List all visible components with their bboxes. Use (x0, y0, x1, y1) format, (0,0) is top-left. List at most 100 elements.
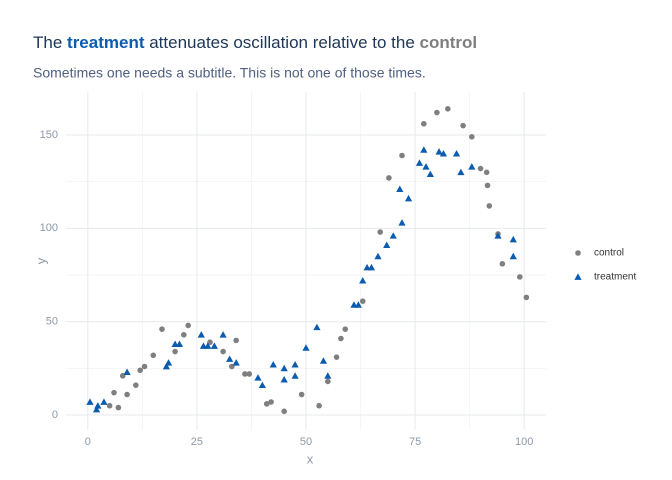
point (509, 235, 517, 243)
point (263, 401, 270, 407)
point (219, 331, 227, 338)
point (359, 298, 366, 304)
point (477, 165, 484, 172)
point (354, 301, 362, 308)
title-part: attenuates oscillation relative to the (145, 33, 420, 52)
point (319, 357, 328, 364)
point (100, 398, 108, 405)
point (445, 106, 451, 112)
point (111, 389, 117, 396)
grid (66, 92, 546, 430)
y-axis-label: y (33, 257, 48, 264)
point (280, 364, 288, 372)
point (457, 168, 465, 176)
point (486, 203, 493, 209)
point (164, 359, 173, 366)
point (172, 348, 178, 355)
point (338, 335, 344, 342)
point (499, 261, 506, 267)
point (313, 323, 321, 331)
chart-title: The treatment attenuates oscillation rel… (33, 33, 477, 52)
point (483, 169, 490, 176)
title-part: treatment (67, 33, 145, 52)
point (220, 348, 226, 355)
point (452, 150, 461, 157)
point (422, 163, 430, 170)
point (494, 232, 502, 239)
x-tick-label: 25 (191, 436, 203, 448)
point (374, 252, 382, 260)
x-tick-label: 100 (515, 436, 533, 448)
point (124, 391, 130, 398)
legend-symbol (574, 273, 582, 280)
point (226, 355, 234, 362)
point (133, 382, 139, 388)
point (291, 372, 299, 379)
point (439, 150, 448, 157)
point (325, 378, 331, 385)
title-part: The (33, 33, 67, 52)
point (94, 402, 102, 409)
point (509, 252, 517, 260)
point (517, 274, 523, 280)
point (242, 371, 248, 377)
point (92, 405, 101, 413)
point (523, 294, 530, 301)
point (333, 354, 340, 360)
plot-marks (86, 106, 530, 415)
y-tick-label: 50 (46, 316, 58, 328)
point (460, 122, 466, 129)
point (484, 182, 491, 189)
title-part: control (420, 33, 478, 52)
point (426, 170, 434, 178)
point (389, 232, 397, 239)
point (396, 185, 404, 192)
point (280, 375, 288, 383)
point (268, 399, 274, 405)
point (386, 175, 392, 181)
point (141, 363, 148, 370)
point (468, 163, 476, 170)
point (162, 362, 170, 370)
x-tick-label: 50 (300, 436, 312, 448)
x-tick-label: 75 (409, 436, 421, 448)
point (137, 367, 143, 374)
point (291, 361, 299, 368)
point (302, 344, 310, 351)
legend-label: treatment (594, 272, 636, 283)
point (246, 371, 253, 377)
point (298, 391, 305, 398)
point (232, 359, 240, 366)
point (342, 326, 349, 332)
point (420, 146, 428, 153)
point (383, 241, 391, 249)
point (421, 120, 427, 127)
point (281, 408, 287, 415)
y-tick-label: 0 (52, 409, 58, 421)
y-tick-label: 100 (40, 222, 58, 234)
point (404, 194, 413, 202)
chart-subtitle: Sometimes one needs a subtitle. This is … (33, 65, 426, 81)
point (204, 342, 212, 349)
point (469, 134, 475, 140)
point (181, 331, 187, 338)
point (415, 159, 424, 166)
point (398, 219, 406, 226)
point (233, 337, 239, 344)
point (210, 342, 218, 349)
point (324, 372, 332, 379)
point (159, 326, 165, 332)
point (377, 229, 383, 235)
y-tick-label: 150 (40, 129, 58, 141)
point (254, 374, 262, 381)
point (399, 152, 405, 159)
point (197, 331, 205, 338)
point (316, 402, 322, 409)
point (434, 109, 440, 116)
x-tick-label: 0 (85, 436, 91, 448)
point (207, 339, 213, 346)
point (123, 368, 131, 375)
legend-symbol (575, 250, 581, 256)
legend-label: control (594, 248, 624, 259)
